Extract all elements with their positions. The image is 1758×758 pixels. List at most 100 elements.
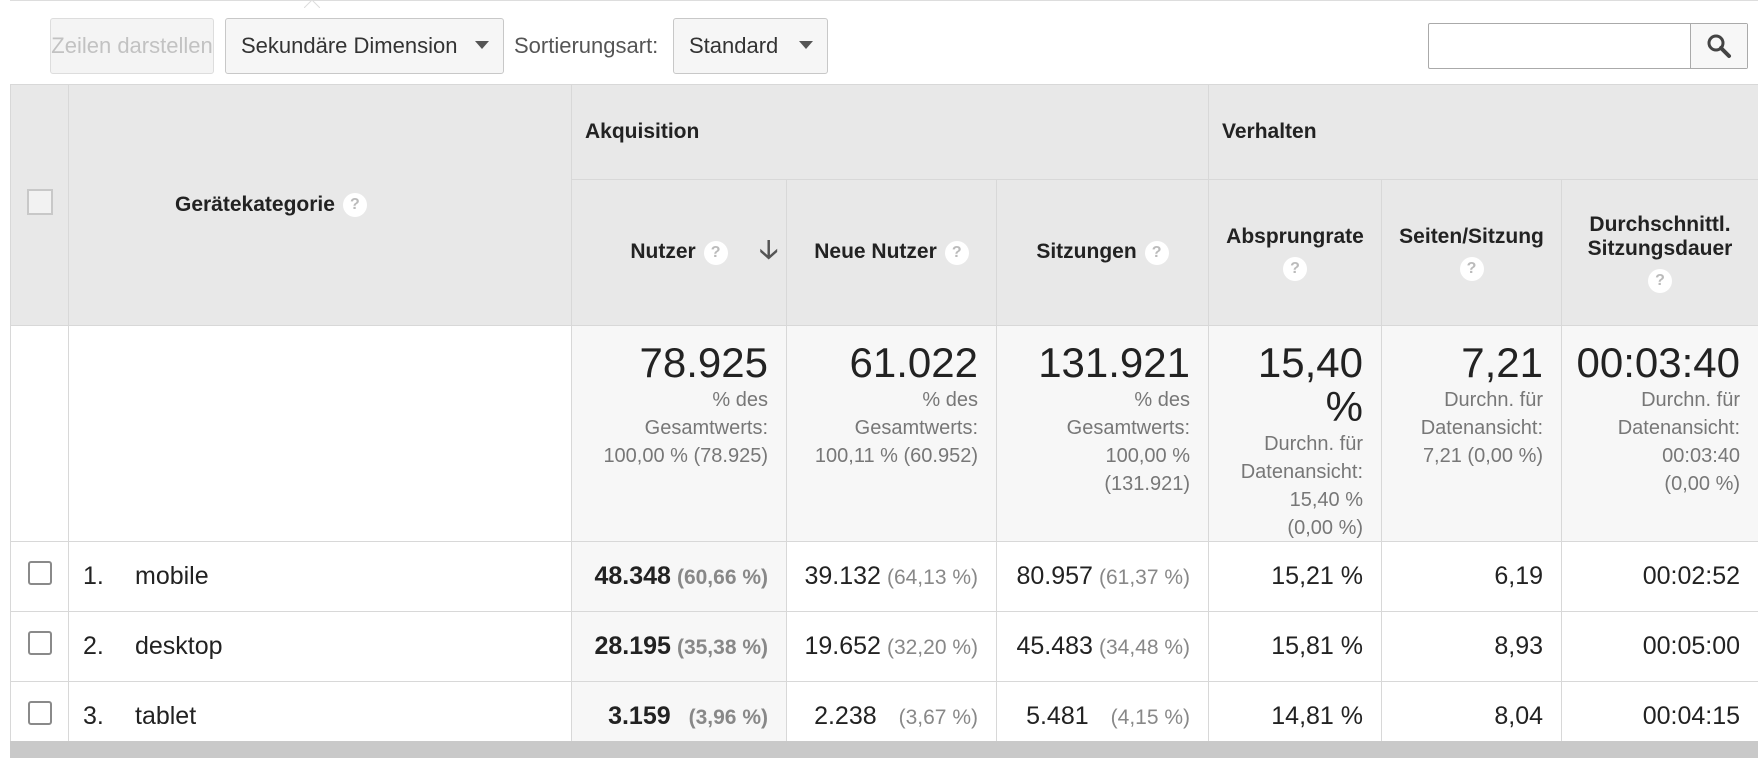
sessions-cell: 45.483 (34,48 %)	[995, 611, 1210, 682]
total-sessions-note-4: (131.921)	[1104, 473, 1191, 495]
row-checkbox-cell	[10, 541, 69, 612]
device-link[interactable]: desktop	[135, 632, 223, 660]
users-percent: (3,96 %)	[688, 706, 768, 729]
column-users[interactable]: Nutzer? 🡣	[571, 179, 787, 326]
total-avg-duration-cell: 00:03:40 Durchn. für Datenansicht: 00:03…	[1561, 325, 1758, 542]
secondary-dimension-dropdown[interactable]: Sekundäre Dimension	[225, 18, 504, 74]
total-bounce-rate-cell: 15,40 % Durchn. für Datenansicht: 15,40 …	[1208, 325, 1383, 542]
new-users-header-label: Neue Nutzer	[814, 240, 937, 264]
help-icon[interactable]: ?	[1459, 256, 1484, 281]
total-bounce-rate-note-2: Datenansicht:	[1240, 461, 1364, 483]
help-icon[interactable]: ?	[944, 240, 969, 265]
row-checkbox[interactable]	[27, 631, 52, 655]
total-avg-duration-note-2: Datenansicht:	[1617, 417, 1741, 439]
select-all-checkbox[interactable]	[26, 189, 53, 215]
totals-row: 78.925 % des Gesamtwerts: 100,00 % (78.9…	[10, 325, 1758, 542]
users-cell: 48.348 (60,66 %)	[571, 541, 787, 612]
avg-duration-cell: 00:02:52	[1561, 541, 1758, 612]
column-new-users[interactable]: Neue Nutzer?	[786, 179, 997, 326]
new-users-percent: (64,13 %)	[886, 566, 978, 589]
report-table-container: Gerätekategorie? Akquisition Verhalten N…	[10, 84, 1758, 752]
new-users-cell: 19.652 (32,20 %)	[786, 611, 997, 682]
help-icon[interactable]: ?	[1144, 240, 1169, 265]
total-bounce-rate-note-3: 15,40 %	[1289, 489, 1364, 511]
table-row: 3. tablet 3.159 (3,96 %) 2.238 (3,67 %) 5.4…	[10, 681, 1758, 752]
total-bounce-rate-value: 15,40 %	[1257, 339, 1364, 430]
device-cell: 1. mobile	[68, 541, 572, 612]
total-users-cell: 78.925 % des Gesamtwerts: 100,00 % (78.9…	[571, 325, 787, 542]
row-checkbox[interactable]	[27, 561, 52, 585]
device-category-header: Gerätekategorie	[175, 192, 335, 216]
users-value: 48.348	[594, 562, 671, 590]
total-sessions-note-2: Gesamtwerts:	[1066, 417, 1191, 439]
device-link[interactable]: tablet	[135, 702, 197, 730]
sessions-percent: (4,15 %)	[1110, 706, 1191, 729]
chevron-down-icon	[799, 41, 813, 49]
total-new-users-cell: 61.022 % des Gesamtwerts: 100,11 % (60.9…	[786, 325, 997, 542]
sessions-cell: 5.481 (4,15 %)	[995, 681, 1210, 752]
report-table: Gerätekategorie? Akquisition Verhalten N…	[10, 84, 1758, 752]
horizontal-scrollbar[interactable]	[10, 741, 1758, 758]
total-sessions-value: 131.921	[1038, 339, 1191, 386]
new-users-value: 39.132	[804, 562, 881, 590]
users-percent: (60,66 %)	[676, 566, 768, 589]
totals-blank-cell	[68, 325, 572, 542]
column-bounce-rate[interactable]: Absprungrate ?	[1208, 179, 1383, 326]
total-pages-per-session-value: 7,21	[1461, 339, 1544, 386]
total-pages-per-session-cell: 7,21 Durchn. für Datenansicht: 7,21 (0,0…	[1381, 325, 1563, 542]
group-acquisition: Akquisition	[570, 84, 1210, 180]
new-users-percent: (3,67 %)	[898, 706, 978, 729]
new-users-value: 19.652	[804, 632, 881, 660]
total-new-users-note-2: Gesamtwerts:	[854, 417, 978, 439]
pages-per-session-cell: 6,19	[1381, 541, 1563, 612]
sessions-percent: (34,48 %)	[1098, 636, 1191, 659]
device-link[interactable]: mobile	[135, 562, 209, 590]
total-pages-per-session-note-3: 7,21 (0,00 %)	[1422, 445, 1544, 467]
sessions-percent: (61,37 %)	[1098, 566, 1191, 589]
new-users-value: 2.238	[814, 702, 877, 730]
sort-type-value: Standard	[689, 33, 779, 58]
total-users-value: 78.925	[639, 339, 768, 386]
table-search	[1428, 23, 1748, 69]
help-icon[interactable]: ?	[1283, 256, 1308, 281]
avg-duration-header-line1: Durchschnittl.	[1589, 212, 1731, 236]
total-avg-duration-value: 00:03:40	[1576, 339, 1741, 386]
column-avg-session-duration[interactable]: Durchschnittl. Sitzungsdauer ?	[1561, 179, 1758, 326]
help-icon[interactable]: ?	[703, 240, 728, 265]
users-percent: (35,38 %)	[676, 636, 768, 659]
users-header-label: Nutzer	[630, 240, 696, 264]
help-icon[interactable]: ?	[1648, 268, 1673, 293]
avg-duration-cell: 00:04:15	[1561, 681, 1758, 752]
pages-per-session-header-label: Seiten/Sitzung	[1399, 224, 1544, 248]
sort-type-dropdown[interactable]: Standard	[673, 18, 828, 74]
row-checkbox[interactable]	[27, 701, 52, 725]
row-checkbox-cell	[10, 611, 69, 682]
search-icon	[1707, 34, 1731, 58]
device-cell: 3. tablet	[68, 681, 572, 752]
search-button[interactable]	[1690, 24, 1747, 68]
total-users-note-1: % des	[712, 389, 768, 411]
column-pages-per-session[interactable]: Seiten/Sitzung ?	[1381, 179, 1563, 326]
avg-duration-cell: 00:05:00	[1561, 611, 1758, 682]
group-behavior: Verhalten	[1208, 84, 1758, 180]
total-new-users-note-1: % des	[922, 389, 978, 411]
row-index: 2.	[83, 632, 104, 660]
toolbar-divider	[10, 0, 1758, 9]
sessions-cell: 80.957 (61,37 %)	[995, 541, 1210, 612]
total-users-note-2: Gesamtwerts:	[644, 417, 768, 439]
total-new-users-value: 61.022	[849, 339, 978, 386]
new-users-percent: (32,20 %)	[886, 636, 978, 659]
bounce-rate-cell: 15,81 %	[1208, 611, 1383, 682]
users-value: 28.195	[594, 632, 671, 660]
dimension-header: Gerätekategorie?	[68, 84, 572, 326]
total-avg-duration-note-4: (0,00 %)	[1664, 473, 1741, 495]
users-value: 3.159	[608, 702, 671, 730]
column-sessions[interactable]: Sitzungen?	[995, 179, 1210, 326]
show-rows-button[interactable]: Zeilen darstellen	[50, 18, 214, 74]
pages-per-session-cell: 8,04	[1381, 681, 1563, 752]
search-input[interactable]	[1429, 24, 1689, 66]
table-row: 2. desktop 28.195 (35,38 %) 19.652 (32,20 %…	[10, 611, 1758, 682]
help-icon[interactable]: ?	[342, 193, 367, 218]
bounce-rate-cell: 14,81 %	[1208, 681, 1383, 752]
total-users-note-3: 100,00 % (78.925)	[603, 445, 768, 467]
